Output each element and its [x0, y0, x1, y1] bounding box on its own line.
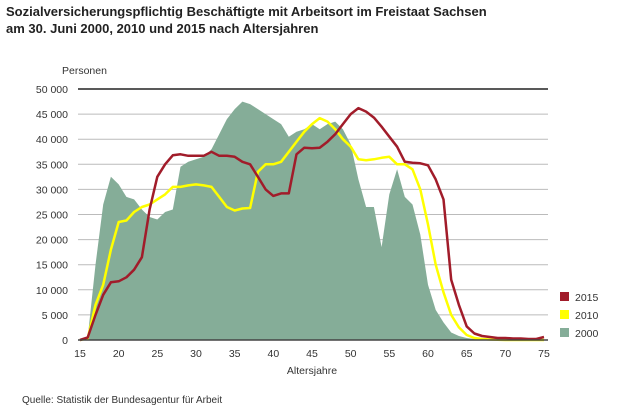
y-tick-label: 45 000	[36, 109, 68, 121]
y-tick-label: 35 000	[36, 159, 68, 171]
x-tick-label: 55	[383, 348, 395, 360]
x-tick-label: 70	[499, 348, 511, 360]
legend-label-2010: 2010	[575, 310, 599, 322]
x-axis-label: Altersjahre	[287, 365, 337, 377]
y-tick-label: 10 000	[36, 285, 68, 297]
series-layer	[79, 101, 545, 342]
axes: 0 5 000 10 000 15 000 20 000 25 000 30 000 35 0…	[36, 84, 550, 360]
y-axis-label: Personen	[62, 65, 107, 77]
x-tick-label: 40	[267, 348, 279, 360]
x-tick-label: 25	[151, 348, 163, 360]
x-tick-label: 35	[229, 348, 241, 360]
x-tick-label: 60	[422, 348, 434, 360]
title-line-1: Sozialversicherungspflichtig Beschäftigt…	[6, 4, 487, 19]
chart-title: Sozialversicherungspflichtig Beschäftigt…	[6, 3, 487, 37]
legend-swatch-2015	[560, 292, 569, 301]
title-line-2: am 30. Juni 2000, 2010 und 2015 nach Alt…	[6, 21, 319, 36]
y-tick-label: 20 000	[36, 235, 68, 247]
x-tick-label: 50	[345, 348, 357, 360]
area-2000	[80, 101, 544, 340]
y-tick-label: 0	[62, 335, 68, 347]
legend-swatch-2000	[560, 328, 569, 337]
y-tick-label: 30 000	[36, 184, 68, 196]
x-tick-label: 20	[113, 348, 125, 360]
legend-swatch-2010	[560, 310, 569, 319]
y-tick-label: 15 000	[36, 260, 68, 272]
x-tick-label: 30	[190, 348, 202, 360]
legend: 2015 2010 2000	[560, 292, 599, 340]
legend-label-2000: 2000	[575, 328, 599, 340]
y-tick-label: 5 000	[42, 310, 68, 322]
y-tick-label: 50 000	[36, 84, 68, 96]
y-tick-label: 40 000	[36, 134, 68, 146]
line-2015	[79, 106, 545, 342]
x-tick-label: 15	[74, 348, 86, 360]
x-tick-label: 75	[538, 348, 550, 360]
source-note: Quelle: Statistik der Bundesagentur für …	[22, 395, 223, 406]
x-tick-label: 65	[461, 348, 473, 360]
y-tick-label: 25 000	[36, 210, 68, 222]
line-2010	[79, 116, 544, 342]
legend-label-2015: 2015	[575, 292, 599, 304]
x-tick-label: 45	[306, 348, 318, 360]
